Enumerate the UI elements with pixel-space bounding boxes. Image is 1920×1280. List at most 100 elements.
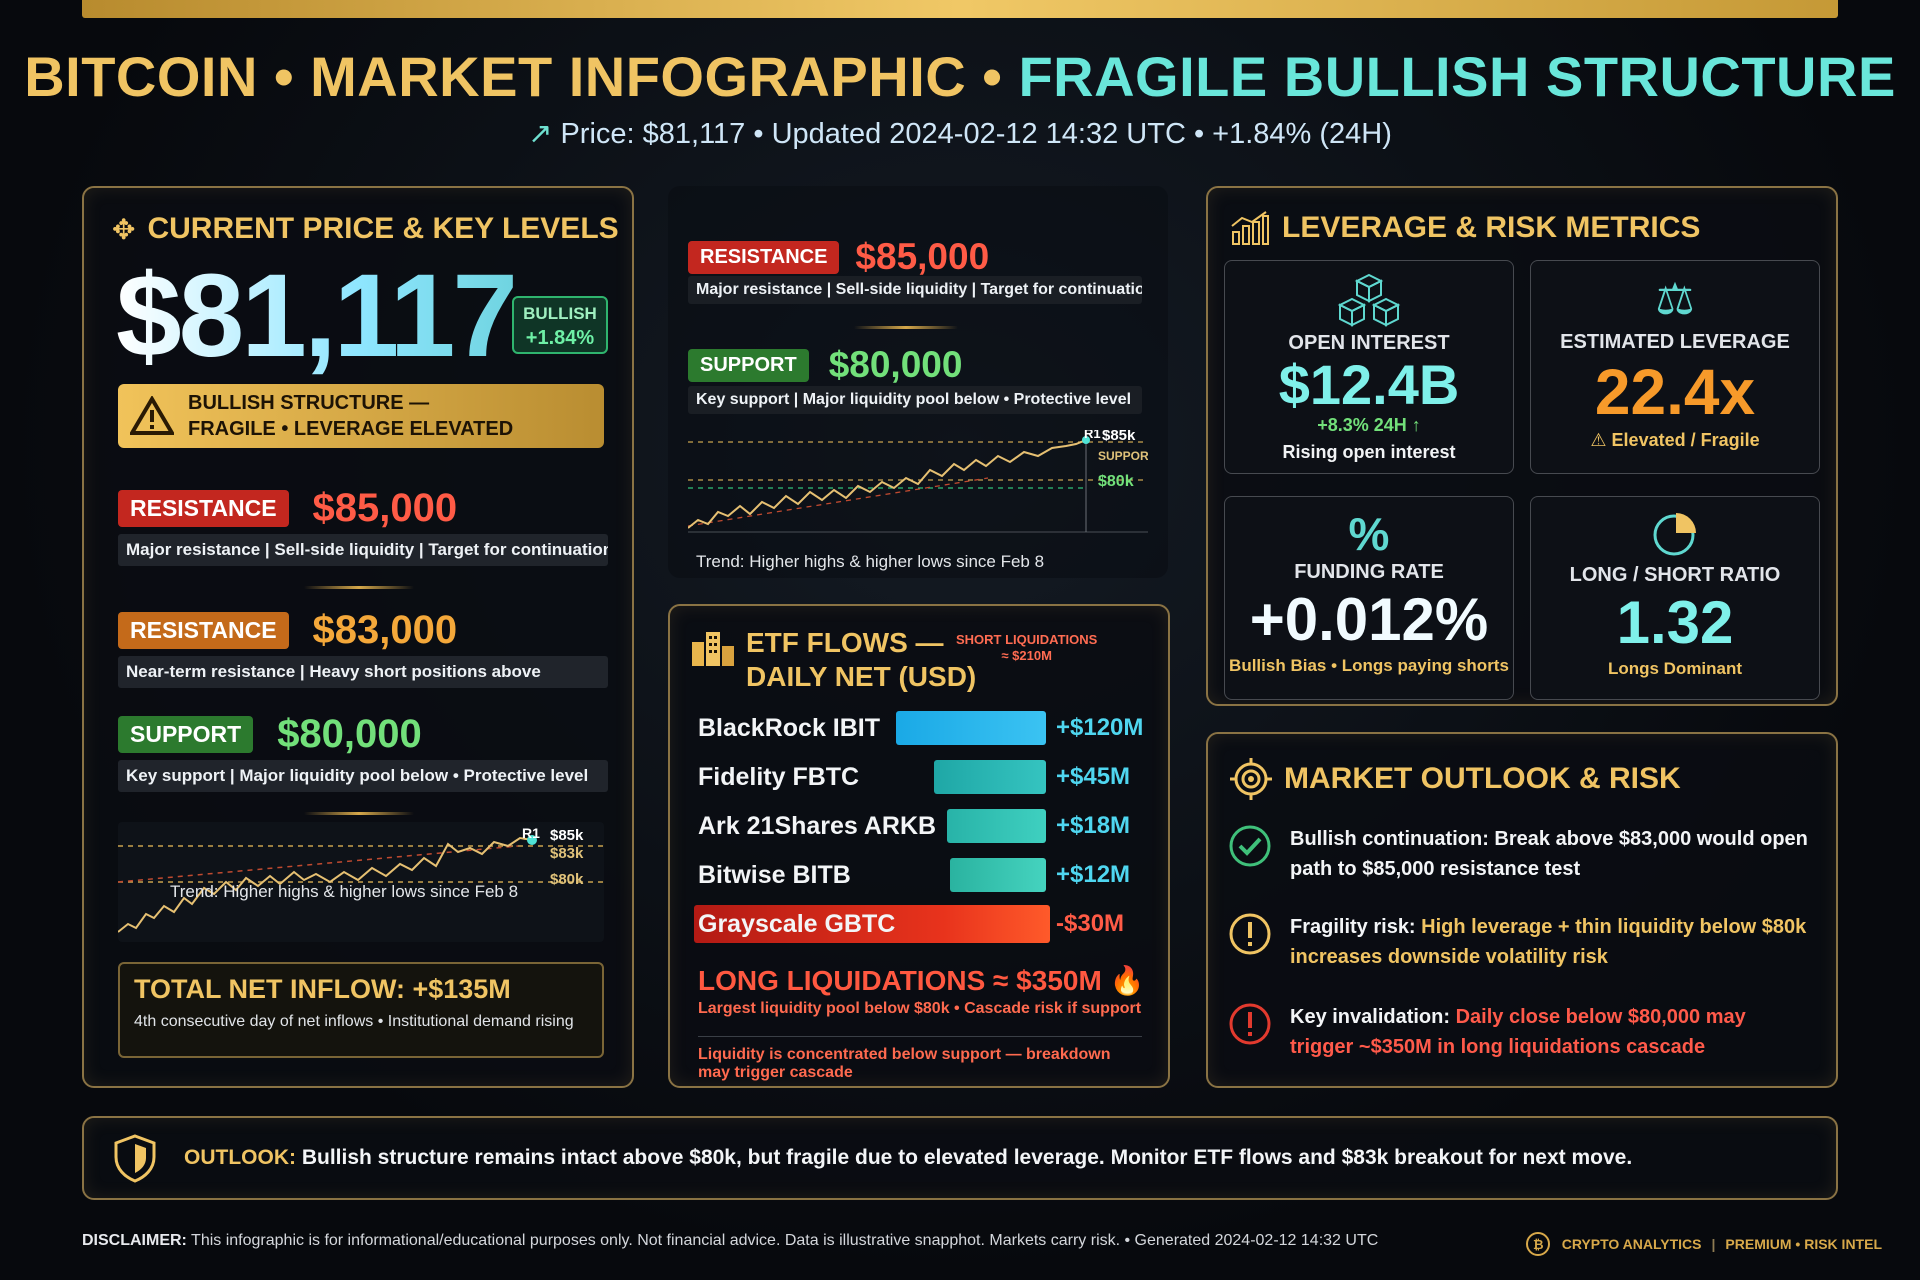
page-title: BITCOIN • MARKET INFOGRAPHIC • FRAGILE B… [0,44,1920,109]
crosshair-icon [1230,758,1272,800]
etf-note: Liquidity is concentrated below support … [698,1046,1111,1081]
short-liq-value: ≈ $210M [1001,648,1052,663]
long-liq-sub: Largest liquidity pool below $80k • Casc… [698,1000,1142,1017]
etf-value: +$12M [1056,861,1131,888]
etf-row: Grayscale GBTC -$30M [694,905,1158,943]
level-value: $85,000 [312,486,458,530]
scales-icon: ⚖ [1655,275,1695,324]
badge-label: BULLISH [523,304,597,323]
outlook-panel-title: MARKET OUTLOOK & RISK [1230,758,1681,800]
outlook-item-invalidation: Key invalidation: Daily close below $80,… [1228,1002,1810,1062]
long-liq-text: LONG LIQUIDATIONS ≈ $350M [698,965,1102,996]
brand-logo-icon: ₿ [1525,1232,1550,1256]
disclaimer-label: DISCLAIMER: [82,1232,187,1249]
warning-box: BULLISH STRUCTURE — FRAGILE • LEVERAGE E… [118,384,604,448]
chart-80k-label: $80k [1098,473,1134,490]
chart-80k-label: $80k [550,871,584,888]
level-tag: SUPPORT [118,716,254,753]
trend-label: Trend: Higher highs & higher lows since … [170,882,519,901]
badge-pct: +1.84% [525,327,595,349]
level-desc: Major resistance | Sell-side liquidity |… [688,276,1142,304]
outlook-title-text: MARKET OUTLOOK & RISK [1284,762,1681,795]
outlook-bar: OUTLOOK: Bullish structure remains intac… [82,1116,1838,1200]
level-desc: Major resistance | Sell-side liquidity |… [118,534,608,566]
etf-title-line2: DAILY NET (USD) [746,661,977,692]
etf-value: -$30M [1056,910,1125,937]
etf-bar [947,809,1046,843]
brand: ₿ CRYPTO ANALYTICS | PREMIUM • RISK INTE… [1524,1230,1882,1258]
exclamation-circle-icon [1229,913,1271,955]
level-value: $83,000 [312,608,458,652]
brand-name: CRYPTO ANALYTICS [1561,1236,1702,1252]
level-tag: RESISTANCE [118,612,289,649]
outlook-item-continuation: Bullish continuation: Break above $83,00… [1228,824,1810,884]
price-panel-title: ✥ CURRENT PRICE & KEY LEVELS [112,212,619,246]
disclaimer: DISCLAIMER: This infographic is for info… [82,1232,1378,1250]
chart-r1-label: R1 [522,825,540,841]
warning-icon [130,396,174,435]
chart-83k-label: $83k [550,845,584,862]
etf-header: ETF FLOWS — DAILY NET (USD) [690,626,976,694]
level-value: $80,000 [277,712,422,756]
divider [304,812,414,815]
etf-row: Fidelity FBTC +$45M [698,759,1158,795]
bar-chart-icon [1231,211,1269,245]
shield-icon [114,1134,156,1183]
level-desc: Near-term resistance | Heavy short posit… [118,656,608,688]
metric-label: LONG / SHORT RATIO [1569,564,1781,586]
metric-sub: Bullish Bias • Longs paying shorts [1229,656,1509,675]
etf-row: BlackRock IBIT +$120M [698,710,1158,746]
funding-rate-card: % FUNDING RATE +0.012% Bullish Bias • Lo… [1224,496,1514,700]
trend-up-icon: ↗ [528,118,553,150]
short-liquidations: SHORT LIQUIDATIONS ≈ $210M [956,632,1097,664]
divider [304,586,414,589]
metric-sub: Longs Dominant [1607,659,1743,678]
open-interest-card: OPEN INTEREST $12.4B +8.3% 24H ↑ Rising … [1224,260,1514,474]
etf-row: Bitwise BITB +$12M [698,857,1158,893]
net-inflow-box: TOTAL NET INFLOW: +$135M 4th consecutive… [118,962,604,1058]
level-row-s1: SUPPORT $80,000 [118,712,422,757]
divider [698,1036,1142,1037]
alert-circle-icon [1229,1003,1271,1045]
warning-icon: ⚠ [1590,430,1607,450]
inflow-title: TOTAL NET INFLOW: +$135M [134,974,511,1004]
check-circle-icon [1229,825,1271,867]
etf-value: +$120M [1056,714,1144,741]
percent-icon: % [1348,508,1390,560]
chart-support-label: SUPPORT [1098,449,1148,463]
level-row-r2: RESISTANCE $83,000 [118,608,457,653]
etf-flows-panel: ETF FLOWS — DAILY NET (USD) SHORT LIQUID… [668,604,1170,1088]
level-tag: SUPPORT [688,348,809,382]
etf-name: Fidelity FBTC [698,762,860,791]
brand-sub: PREMIUM • RISK INTEL [1725,1236,1882,1252]
market-outlook-panel: MARKET OUTLOOK & RISK Bullish continuati… [1206,732,1838,1088]
etf-name: Ark 21Shares ARKB [698,811,937,840]
metric-label: OPEN INTEREST [1288,332,1450,354]
level-value: $80,000 [828,344,963,385]
warning-line2: FRAGILE • LEVERAGE ELEVATED [188,418,514,440]
metric-sub: Rising open interest [1282,442,1456,462]
level-desc: Key support | Major liquidity pool below… [688,386,1142,414]
etf-bar-negative [694,905,1050,943]
fire-icon: 🔥 [1109,965,1145,996]
level-row-r1: RESISTANCE $85,000 [118,486,457,531]
metric-value: 1.32 [1616,589,1734,656]
metric-value: +0.012% [1249,586,1489,653]
outlook-bar-label: OUTLOOK: [184,1146,296,1169]
long-short-card: LONG / SHORT RATIO 1.32 Longs Dominant [1530,496,1820,700]
metric-value: $12.4B [1278,353,1460,416]
leverage-card: ⚖ ESTIMATED LEVERAGE 22.4x ⚠ Elevated / … [1530,260,1820,474]
inflow-sub: 4th consecutive day of net inflows • Ins… [134,1013,574,1030]
price-trend-chart: R1 $85k $83k $80k [118,822,604,942]
cubes-icon [1337,273,1401,327]
risk-panel-title-text: LEVERAGE & RISK METRICS [1282,211,1701,244]
mid-price-chart: R1 $85k SUPPORT $80k [688,430,1148,533]
disclaimer-text: This infographic is for informational/ed… [191,1232,1379,1249]
metric-label: ESTIMATED LEVERAGE [1560,331,1790,353]
etf-value: +$18M [1056,812,1131,839]
level-tag: RESISTANCE [118,490,289,527]
bullish-badge: BULLISH +1.84% [512,296,608,354]
chart-85k-label: $85k [550,827,584,844]
metric-change: +8.3% 24H ↑ [1317,415,1421,435]
metric-sub-row: ⚠ Elevated / Fragile [1531,430,1819,451]
